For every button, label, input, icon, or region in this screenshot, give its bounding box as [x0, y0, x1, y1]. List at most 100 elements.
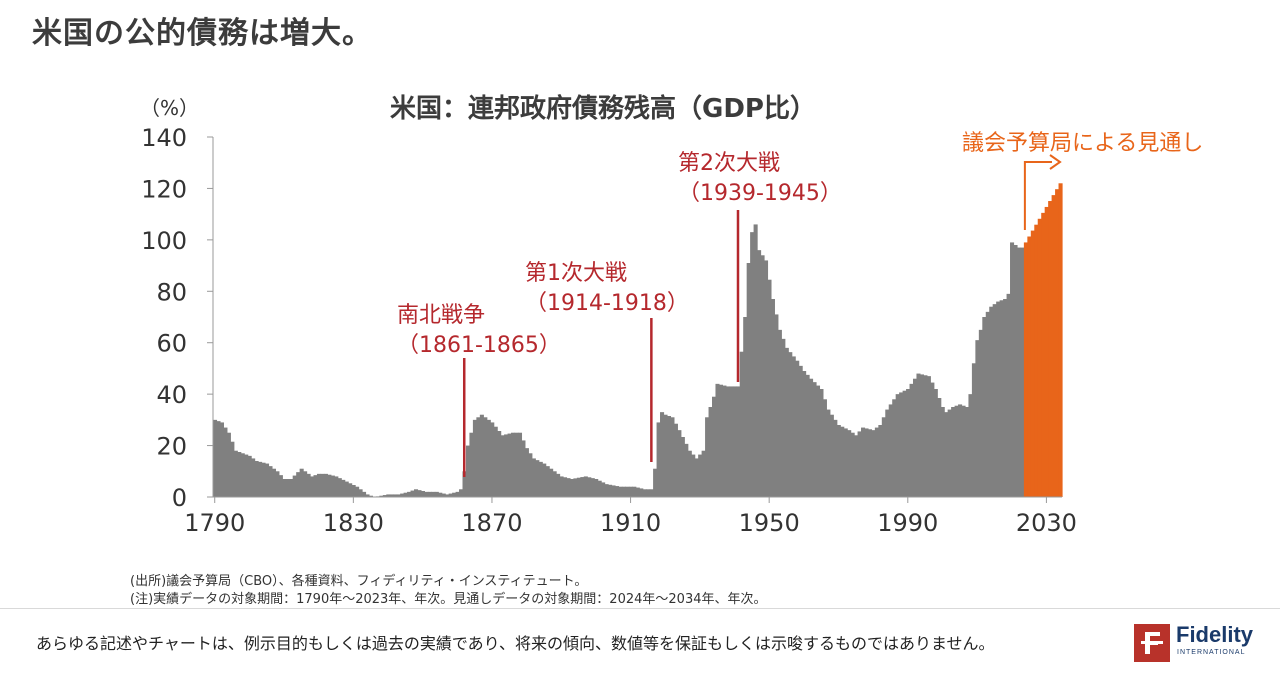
bar-actual-1982 [878, 425, 883, 497]
bar-actual-1919 [660, 412, 665, 497]
bar-actual-1941 [736, 386, 741, 497]
bar-actual-1883 [535, 460, 540, 497]
bar-actual-1804 [261, 462, 266, 497]
bar-actual-1815 [299, 468, 304, 497]
bar-actual-1869 [486, 419, 491, 497]
bar-actual-1797 [237, 452, 242, 497]
bar-actual-1946 [753, 224, 758, 497]
bar-actual-1986 [892, 399, 897, 497]
bar-actual-1957 [791, 356, 796, 497]
y-tick-label: 20 [156, 433, 187, 461]
bar-actual-1799 [244, 454, 249, 497]
bar-actual-1931 [701, 450, 706, 497]
bar-actual-1863 [465, 445, 471, 497]
bar-actual-1890 [559, 476, 564, 497]
bar-actual-1868 [483, 417, 488, 497]
bar-actual-1929 [694, 458, 699, 497]
bar-actual-2020 [1010, 242, 1015, 497]
bar-actual-1911 [632, 486, 637, 497]
bar-actual-1988 [899, 392, 904, 497]
bar-actual-1939 [729, 386, 734, 497]
bar-actual-1965 [819, 389, 824, 497]
bar-actual-1894 [573, 478, 578, 497]
bar-actual-1992 [912, 378, 918, 497]
bar-actual-1831 [355, 486, 360, 497]
bar-actual-1849 [417, 490, 422, 497]
bar-actual-1979 [867, 429, 873, 497]
bar-actual-1878 [517, 432, 523, 497]
bar-actual-1971 [840, 426, 845, 497]
bar-actual-1889 [556, 473, 561, 497]
bar-actual-1920 [663, 414, 668, 497]
bar-actual-2006 [961, 405, 966, 497]
bar-actual-1830 [351, 485, 356, 497]
bar-actual-1930 [698, 454, 703, 497]
bar-actual-2010 [975, 340, 980, 497]
bar-actual-1796 [233, 450, 238, 497]
annotation-wwii-period: （1939-1945） [678, 181, 842, 206]
bar-actual-2005 [958, 404, 963, 497]
bar-actual-1961 [805, 374, 810, 497]
bar-projection-2031 [1048, 201, 1053, 497]
bar-actual-1983 [881, 417, 886, 497]
actual-bars [213, 224, 1025, 497]
bar-actual-1852 [427, 491, 432, 497]
bar-actual-1947 [757, 250, 762, 497]
bar-actual-1843 [396, 494, 401, 497]
bar-actual-1858 [448, 493, 453, 497]
bar-actual-1825 [334, 476, 339, 497]
bar-actual-1975 [854, 435, 859, 497]
bar-actual-1903 [604, 484, 609, 497]
fidelity-logo: Fidelity INTERNATIONAL [1134, 622, 1258, 664]
bar-actual-1806 [268, 466, 273, 497]
bar-projection-2026 [1030, 230, 1035, 497]
bar-actual-1900 [594, 479, 599, 497]
x-tick-label: 1870 [461, 509, 522, 537]
bar-actual-1809 [278, 475, 283, 497]
bar-actual-1984 [885, 409, 890, 497]
bar-actual-1938 [725, 386, 730, 497]
bar-actual-1974 [850, 432, 855, 497]
bar-actual-1897 [583, 476, 588, 497]
bar-actual-1871 [493, 426, 498, 497]
bar-actual-1915 [646, 489, 651, 497]
bar-actual-1828 [344, 481, 349, 497]
bar-actual-1801 [251, 458, 256, 497]
bar-actual-1891 [563, 477, 568, 497]
bar-actual-1995 [923, 375, 928, 497]
bar-actual-1980 [871, 430, 876, 497]
bar-actual-1987 [895, 394, 900, 497]
x-tick-label: 1790 [184, 509, 245, 537]
bar-actual-1792 [219, 422, 224, 497]
bar-actual-2008 [968, 394, 973, 497]
y-tick-label: 80 [156, 278, 187, 306]
bar-actual-1954 [781, 338, 786, 497]
bar-actual-1908 [621, 486, 626, 497]
bar-actual-1902 [601, 482, 606, 497]
bar-actual-1925 [680, 437, 685, 497]
bar-actual-1996 [926, 376, 931, 497]
x-tick-label: 1910 [600, 509, 661, 537]
bar-actual-1906 [614, 486, 620, 497]
bar-actual-1933 [708, 407, 713, 497]
bar-actual-1865 [472, 419, 477, 497]
bar-actual-1885 [542, 463, 547, 497]
bar-actual-1844 [400, 493, 405, 497]
bar-actual-1936 [718, 384, 723, 497]
bar-projection-2025 [1027, 236, 1032, 497]
bar-actual-2001 [944, 412, 949, 497]
bar-actual-1812 [289, 479, 294, 497]
annotation-cbo-arrow [1023, 161, 1052, 230]
bar-actual-1802 [254, 461, 259, 497]
bar-actual-1827 [341, 479, 346, 497]
bar-actual-1842 [393, 494, 398, 497]
bar-actual-1958 [795, 360, 800, 497]
bar-actual-1989 [902, 390, 907, 497]
bar-actual-1973 [847, 430, 852, 497]
y-tick-label: 100 [141, 227, 187, 255]
bar-actual-1952 [774, 314, 779, 497]
bar-actual-1924 [677, 430, 682, 497]
fidelity-logo-mark [1134, 624, 1170, 662]
bar-actual-1791 [216, 421, 221, 497]
bar-actual-1860 [455, 491, 460, 497]
